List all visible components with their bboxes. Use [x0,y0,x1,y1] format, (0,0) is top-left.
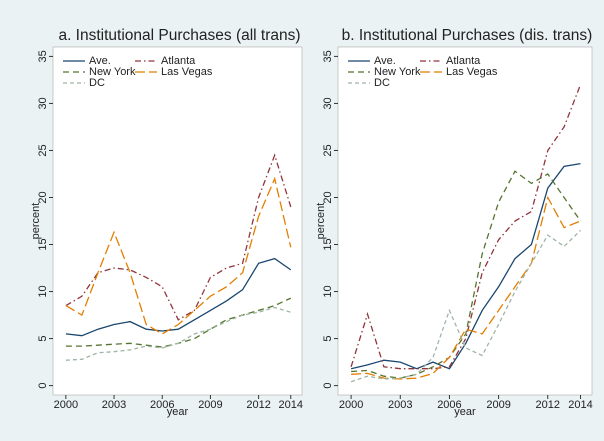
y-tick-label: 15 [322,238,334,250]
series-line [350,162,581,370]
x-tick-label: 2009 [486,399,510,411]
x-tick-label: 2000 [339,399,363,411]
series-line [351,170,582,379]
x-tick-label: 2009 [198,399,222,411]
y-tick-label: 35 [322,50,334,62]
y-tick-label: 20 [322,191,334,203]
y-tick-label: 10 [37,285,49,297]
x-tick-label: 2006 [437,399,461,411]
legend-label: DC [374,77,390,89]
y-tick-label: 5 [322,336,334,342]
legend-label: New York [89,66,136,78]
y-tick-label: 35 [37,50,49,62]
x-tick-label: 2003 [102,399,126,411]
x-tick-label: 2006 [150,399,174,411]
plot-area [52,46,303,396]
series-line [65,257,292,337]
plot-area [337,46,593,396]
legend-label: DC [89,77,105,89]
x-tick-label: 2012 [536,399,560,411]
y-tick-label: 20 [37,191,49,203]
x-tick-label: 2014 [279,399,303,411]
y-tick-label: 30 [37,97,49,109]
x-tick-label: 2000 [54,399,78,411]
legend-label: Ave. [374,55,396,67]
y-tick-label: 25 [322,144,334,156]
series-line [351,195,581,380]
chart-title: b. Institutional Purchases (dis. trans) [342,27,593,44]
legend-label: Las Vegas [161,66,213,78]
series-line [65,176,292,335]
y-axis-label: percent [315,203,327,240]
x-axis-label: year [454,406,476,418]
y-tick-label: 10 [322,285,334,297]
x-tick-label: 2012 [246,399,270,411]
legend-label: Las Vegas [446,66,498,78]
legend-label: Atlanta [446,55,481,67]
y-tick-label: 15 [37,238,49,250]
legend-label: New York [374,66,421,78]
x-tick-label: 2014 [568,399,592,411]
series-line [65,153,292,321]
legend-label: Atlanta [161,55,196,67]
series-line [65,306,291,361]
y-tick-label: 5 [37,336,49,342]
legend-label: Ave. [89,55,111,67]
y-axis-label: percent [30,203,42,240]
y-tick-label: 0 [37,383,49,389]
y-tick-label: 0 [322,383,334,389]
y-tick-label: 25 [37,144,49,156]
x-tick-label: 2003 [388,399,412,411]
y-tick-label: 30 [322,97,334,109]
x-axis-label: year [167,406,189,418]
chart-title: a. Institutional Purchases (all trans) [58,27,300,44]
series-line [350,229,581,383]
